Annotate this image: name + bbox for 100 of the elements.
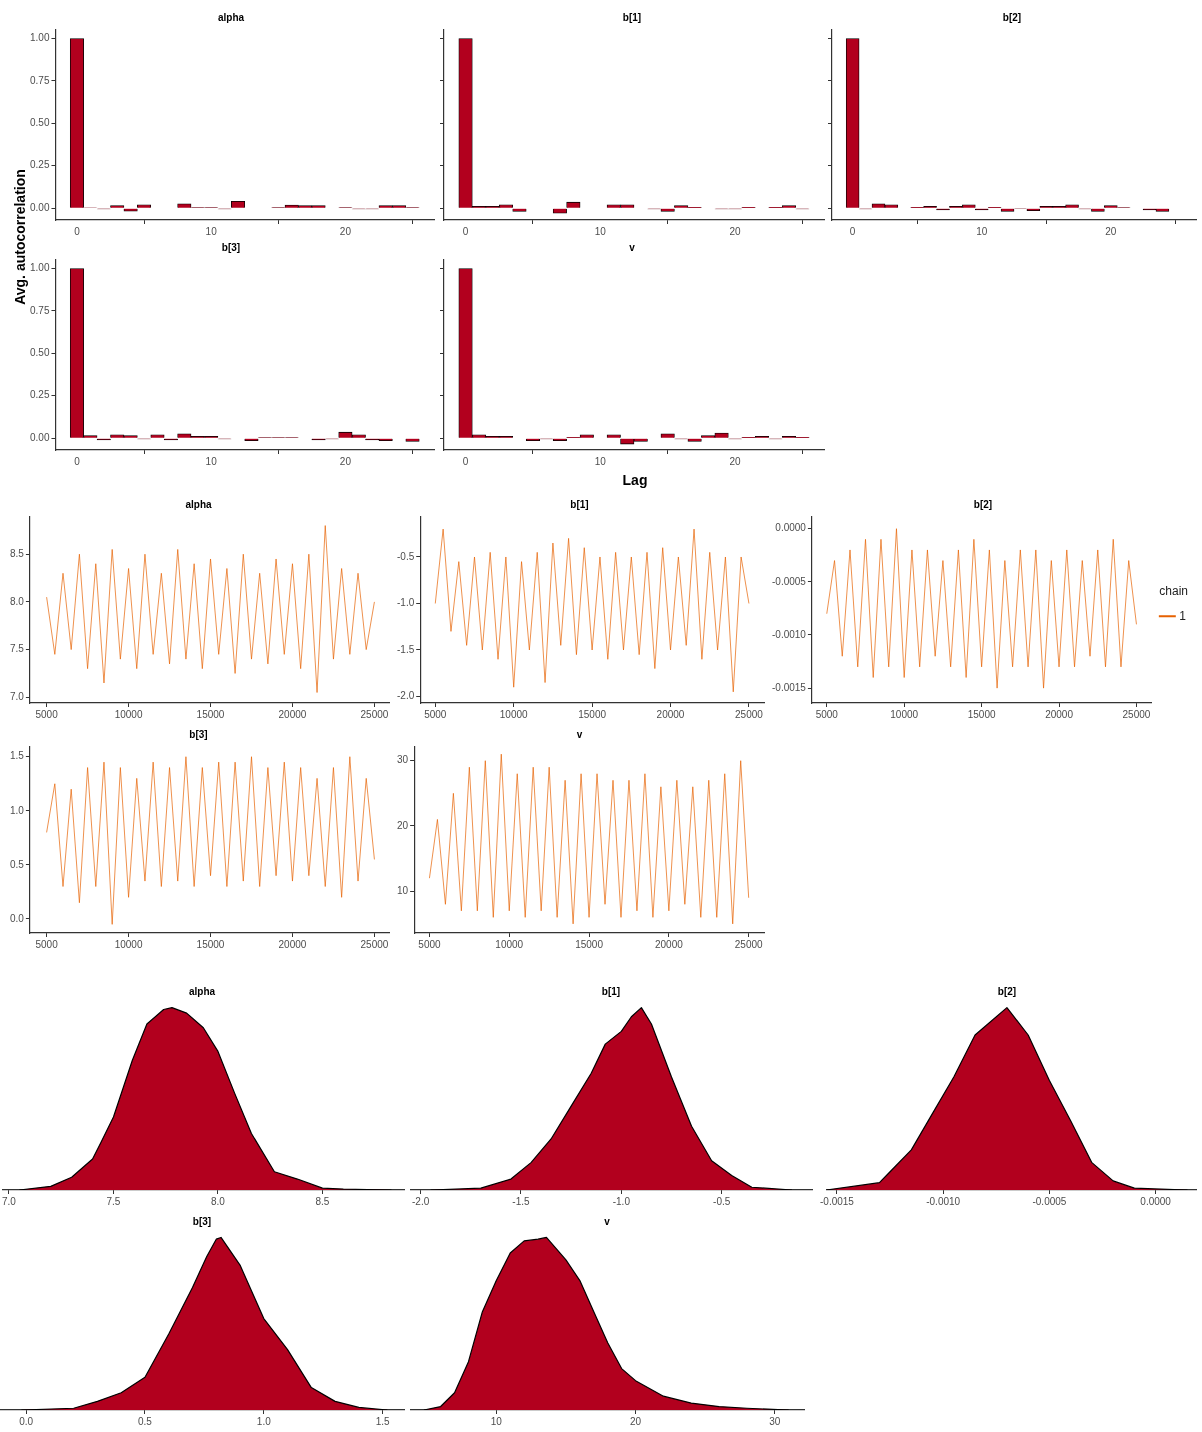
x-tick-label: -1.0 xyxy=(612,1195,631,1207)
x-tick-label: 10000 xyxy=(495,938,524,950)
y-tick-label: 20 xyxy=(397,819,409,831)
y-tick-label: 0.00 xyxy=(29,201,50,213)
x-tick-label: 10 xyxy=(490,1415,503,1427)
chart-title: alpha xyxy=(188,985,216,997)
x-tick-label: 5000 xyxy=(424,708,447,720)
x-tick-label: -0.5 xyxy=(713,1195,731,1207)
x-tick-label: 20 xyxy=(1105,225,1117,237)
x-tick-label: -0.0015 xyxy=(820,1195,855,1207)
x-tick-label: 15000 xyxy=(967,708,996,720)
y-tick-label: 0.50 xyxy=(29,117,50,129)
x-tick-label: 0 xyxy=(462,225,469,237)
y-tick-label: 0.00 xyxy=(29,431,50,443)
x-tick-label: 7.0 xyxy=(2,1195,17,1207)
x-tick-label: 5000 xyxy=(35,938,59,950)
y-tick-label: 7.0 xyxy=(10,691,25,703)
x-tick-label: 25000 xyxy=(734,938,764,950)
y-tick-label: 1.00 xyxy=(29,32,50,44)
y-tick-label: 0.75 xyxy=(29,304,50,316)
chart-title: v xyxy=(629,241,636,253)
y-tick-label: 0.5 xyxy=(10,858,25,870)
x-tick-label: 10000 xyxy=(499,708,529,720)
y-tick-label: -0.0010 xyxy=(771,628,807,640)
x-tick-label: 10 xyxy=(205,225,218,237)
y-tick-label: 0.0 xyxy=(10,912,25,924)
y-tick-label: 8.0 xyxy=(10,595,25,607)
y-tick-label: 0.25 xyxy=(29,389,50,401)
y-tick-label: 8.5 xyxy=(10,547,25,559)
x-tick-label: -1.5 xyxy=(512,1195,531,1207)
x-tick-label: -0.0010 xyxy=(926,1195,961,1207)
chart-title: b[1] xyxy=(570,498,589,510)
x-tick-label: 15000 xyxy=(196,938,225,950)
x-tick-label: 0.0000 xyxy=(1140,1195,1172,1207)
y-tick-label: 0.75 xyxy=(29,74,50,86)
x-tick-label: 8.5 xyxy=(315,1195,330,1207)
x-tick-label: -2.0 xyxy=(412,1195,430,1207)
x-tick-label: 5000 xyxy=(815,708,839,720)
x-tick-label: 0 xyxy=(74,455,81,467)
y-tick-label: -2.0 xyxy=(397,690,415,702)
y-tick-label: 7.5 xyxy=(10,643,25,655)
x-tick-label: 10 xyxy=(976,225,988,237)
y-tick-label: 1.00 xyxy=(29,262,50,274)
x-tick-label: 10 xyxy=(594,455,607,467)
x-tick-label: 20 xyxy=(339,455,352,467)
x-tick-label: 0.5 xyxy=(138,1415,153,1427)
y-tick-label: -1.0 xyxy=(397,597,415,609)
x-tick-label: 20 xyxy=(339,225,352,237)
chart-title: v xyxy=(576,728,583,740)
x-tick-label: 5000 xyxy=(35,708,59,720)
chart-title: b[1] xyxy=(601,985,621,997)
chart-title: b[2] xyxy=(1002,11,1022,23)
chart-title: b[1] xyxy=(622,11,642,23)
x-tick-label: 15000 xyxy=(196,708,225,720)
x-tick-label: 5000 xyxy=(418,938,442,950)
y-tick-label: 0.25 xyxy=(29,159,50,171)
y-tick-label: -1.5 xyxy=(397,643,415,655)
x-tick-label: 1.5 xyxy=(375,1415,390,1427)
x-tick-label: 10000 xyxy=(890,708,919,720)
x-tick-label: 20 xyxy=(729,455,742,467)
y-tick-label: -0.0015 xyxy=(771,681,807,693)
x-tick-label: 25000 xyxy=(1122,708,1151,720)
y-tick-label: 30 xyxy=(397,754,409,766)
x-tick-label: 20000 xyxy=(278,938,307,950)
y-tick-label: 0.50 xyxy=(29,347,50,359)
x-tick-label: 0 xyxy=(74,225,81,237)
x-tick-label: 20 xyxy=(629,1415,642,1427)
x-tick-label: 0 xyxy=(462,455,469,467)
x-tick-label: 20 xyxy=(729,225,742,237)
chart-title: b[2] xyxy=(973,498,993,510)
x-tick-label: 10000 xyxy=(114,708,143,720)
y-tick-label: 10 xyxy=(397,884,409,896)
y-tick-label: 1.5 xyxy=(10,750,25,762)
legend-label: 1 xyxy=(1179,608,1187,623)
chart-title: b[3] xyxy=(189,728,208,740)
x-tick-label: 15000 xyxy=(578,708,607,720)
x-tick-label: 1.0 xyxy=(256,1415,272,1427)
x-tick-label: 20000 xyxy=(1045,708,1074,720)
x-tick-label: 10 xyxy=(594,225,607,237)
chart-title: alpha xyxy=(217,11,245,23)
x-tick-label: 20000 xyxy=(656,708,685,720)
x-tick-label: 25000 xyxy=(735,708,764,720)
x-tick-label: 0.0 xyxy=(19,1415,34,1427)
x-tick-label: 10000 xyxy=(114,938,143,950)
x-tick-label: 20000 xyxy=(278,708,307,720)
y-tick-label: -0.5 xyxy=(397,550,415,562)
y-tick-label: -0.0005 xyxy=(771,575,807,587)
chart-title: v xyxy=(604,1215,611,1227)
y-tick-label: 0.0000 xyxy=(775,522,807,534)
legend-title: chain xyxy=(1159,584,1189,599)
chart-title: b[3] xyxy=(192,1215,212,1227)
x-axis-title: Lag xyxy=(621,472,649,488)
x-tick-label: 25000 xyxy=(360,938,389,950)
x-tick-label: 20000 xyxy=(654,938,684,950)
chart-title: b[2] xyxy=(997,985,1017,997)
x-tick-label: 0 xyxy=(849,225,856,237)
x-tick-label: 15000 xyxy=(575,938,604,950)
x-tick-label: 7.5 xyxy=(106,1195,121,1207)
x-tick-label: 10 xyxy=(205,455,218,467)
x-tick-label: 8.0 xyxy=(211,1195,226,1207)
